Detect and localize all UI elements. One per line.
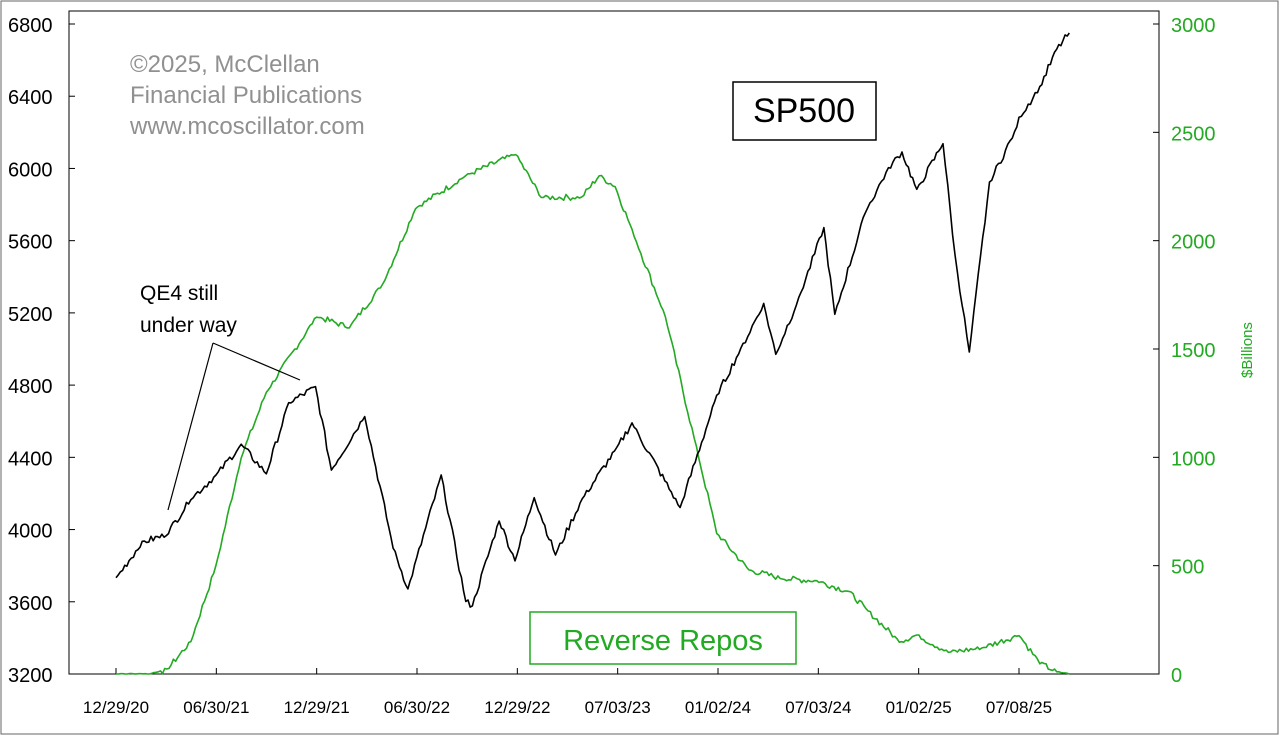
y-right-tick-label: 2500 — [1171, 123, 1216, 145]
y-right-tick-label: 1500 — [1171, 340, 1216, 362]
y-left-tick-label: 4000 — [8, 521, 53, 543]
copyright-text: ©2025, McClellan Financial Publications … — [129, 51, 365, 140]
x-tick-label: 12/29/22 — [484, 698, 550, 717]
y-left-tick-label: 3200 — [8, 665, 53, 687]
copyright-line-3: www.mcoscillator.com — [129, 113, 365, 140]
y-right-tick-label: 500 — [1171, 557, 1204, 579]
reverse-repos-label: Reverse Repos — [563, 625, 763, 657]
y-left-tick-label: 5600 — [8, 232, 53, 254]
qe4-annotation-line-1: QE4 still — [140, 282, 218, 305]
y-right-tick-label: 0 — [1171, 665, 1182, 687]
copyright-line-2: Financial Publications — [130, 82, 362, 109]
y-left-tick-label: 3600 — [8, 593, 53, 615]
x-tick-label: 07/08/25 — [986, 698, 1052, 717]
x-tick-label: 07/03/23 — [585, 698, 651, 717]
x-tick-label: 06/30/21 — [183, 698, 249, 717]
y-left-tick-label: 4800 — [8, 376, 53, 398]
y-left-tick-label: 4400 — [8, 448, 53, 470]
y-left-axis: 6800 6400 6000 5600 5200 4800 4400 4000 3600 3200 — [8, 15, 75, 687]
x-tick-label: 06/30/22 — [384, 698, 450, 717]
y-left-tick-label: 6400 — [8, 87, 53, 109]
x-tick-label: 07/03/24 — [785, 698, 851, 717]
y-left-tick-label: 6800 — [8, 15, 53, 37]
sp500-series-line — [115, 32, 1070, 608]
qe4-pointer-line-2 — [212, 342, 301, 381]
y-right-tick-label: 2000 — [1171, 232, 1216, 254]
x-tick-label: 01/02/24 — [685, 698, 751, 717]
x-axis: 12/29/20 06/30/21 12/29/21 06/30/22 12/29/22… — [83, 668, 1052, 717]
plot-area — [68, 10, 1160, 675]
copyright-line-1: ©2025, McClellan — [130, 51, 320, 78]
sp500-label: SP500 — [753, 92, 855, 130]
x-tick-label: 01/02/25 — [886, 698, 952, 717]
y-right-tick-label: 3000 — [1171, 15, 1216, 37]
qe4-annotation: QE4 still under way — [140, 282, 301, 511]
x-tick-label: 12/29/20 — [83, 698, 149, 717]
qe4-annotation-line-2: under way — [140, 314, 237, 337]
y-right-axis-label: $Billions — [1239, 322, 1256, 378]
reverse-repos-series-line — [116, 153, 1070, 675]
outer-border — [0, 0, 1279, 735]
y-left-tick-label: 6000 — [8, 159, 53, 181]
x-tick-label: 12/29/21 — [284, 698, 350, 717]
reverse-repos-label-frame — [529, 611, 797, 665]
series-layer — [115, 32, 1070, 675]
y-right-tick-label: 1000 — [1171, 448, 1216, 470]
y-left-tick-label: 5200 — [8, 304, 53, 326]
qe4-pointer-line-1 — [167, 342, 214, 511]
sp500-label-box: SP500 — [732, 81, 877, 141]
reverse-repos-label-box: Reverse Repos — [529, 611, 797, 665]
sp500-label-frame — [732, 81, 877, 141]
y-right-axis: 3000 2500 2000 1500 1000 500 0 — [1153, 15, 1216, 687]
